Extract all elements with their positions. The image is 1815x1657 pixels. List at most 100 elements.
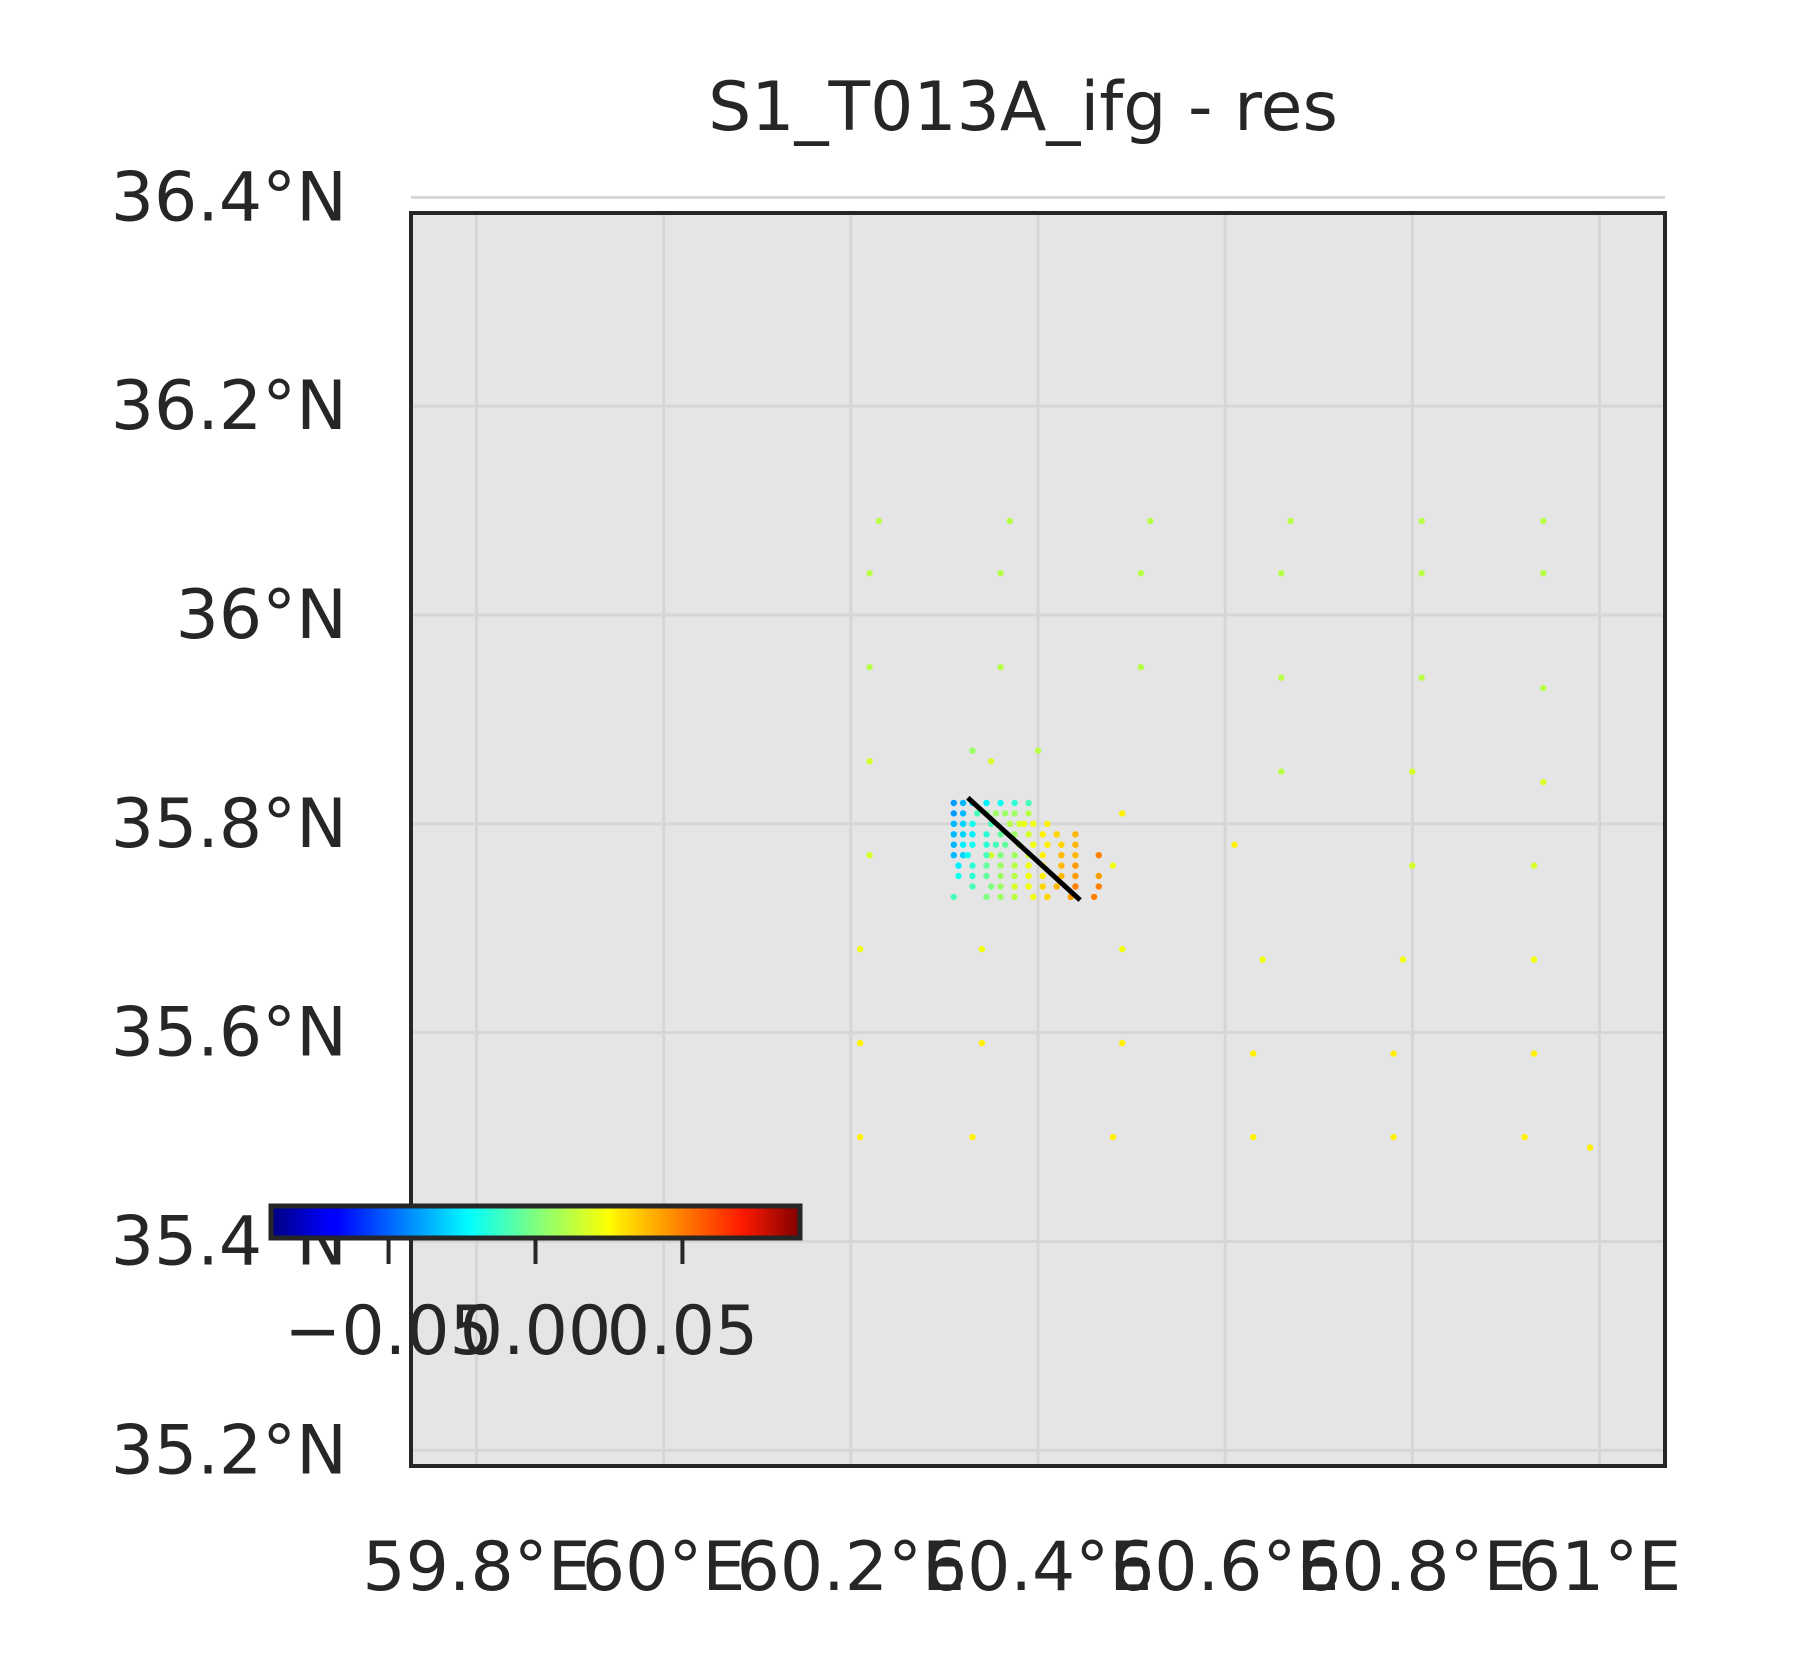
data-point <box>1521 1133 1528 1141</box>
data-point <box>969 841 976 848</box>
data-point <box>959 820 967 827</box>
data-point <box>1044 841 1051 848</box>
data-point <box>1025 883 1032 890</box>
data-point <box>1025 862 1032 869</box>
data-point <box>857 1133 864 1141</box>
data-point <box>857 945 864 953</box>
data-point <box>1278 674 1285 681</box>
data-point <box>997 852 1004 859</box>
x-tick-label: 60.2°E <box>737 1528 965 1607</box>
data-point <box>959 799 967 807</box>
data-point <box>988 883 995 890</box>
data-point <box>1418 570 1425 577</box>
y-axis-ticks: 35.2°N35.4°N35.6°N35.8°N36°N36.2°N36.4°N <box>111 158 347 1490</box>
data-point <box>997 570 1004 577</box>
data-point <box>969 1133 976 1141</box>
data-point <box>997 883 1004 890</box>
data-point <box>974 810 981 817</box>
x-tick-label: 61°E <box>1518 1528 1682 1607</box>
data-point <box>1287 517 1294 525</box>
data-point <box>950 841 957 848</box>
data-point <box>1072 852 1079 859</box>
data-point <box>969 747 976 754</box>
data-point <box>1586 1144 1594 1151</box>
data-point <box>983 872 990 880</box>
chart-title: S1_T013A_ifg - res <box>708 68 1338 147</box>
y-tick-label: 35.2°N <box>111 1411 347 1490</box>
data-point <box>1053 831 1060 838</box>
data-point <box>950 820 957 827</box>
data-point <box>1231 841 1238 848</box>
data-point <box>1090 893 1098 901</box>
y-tick-label: 36°N <box>176 576 347 655</box>
data-point <box>1540 570 1547 577</box>
data-point <box>950 799 957 807</box>
data-point <box>1016 820 1023 827</box>
data-point <box>1039 872 1046 880</box>
data-point <box>1058 841 1065 848</box>
data-point <box>1025 810 1032 817</box>
data-point <box>1540 684 1547 692</box>
data-point <box>1072 841 1079 848</box>
data-point <box>1540 517 1547 525</box>
data-point <box>1095 883 1103 890</box>
data-point <box>1530 1050 1538 1057</box>
data-point <box>866 758 873 765</box>
data-point <box>983 799 990 807</box>
data-point <box>1072 872 1079 880</box>
data-point <box>1011 799 1018 807</box>
x-tick-label: 60.8°E <box>1298 1528 1526 1607</box>
data-point <box>1095 872 1103 880</box>
data-point <box>969 883 976 890</box>
colorbar-gradient <box>268 1203 803 1241</box>
data-point <box>983 893 990 901</box>
data-point <box>1011 852 1018 859</box>
data-point <box>1137 664 1145 671</box>
data-point <box>1039 831 1046 838</box>
x-tick-label: 60.4°E <box>924 1528 1152 1607</box>
data-point <box>1030 820 1037 827</box>
data-point <box>950 810 957 817</box>
data-point <box>1020 820 1028 827</box>
data-point <box>1418 517 1425 525</box>
data-point <box>959 841 967 848</box>
data-point <box>1030 893 1037 901</box>
data-point <box>1011 893 1018 901</box>
data-point <box>969 862 976 869</box>
data-point <box>1147 517 1154 525</box>
data-point <box>1053 883 1060 890</box>
data-point <box>1072 831 1079 838</box>
data-point <box>969 872 976 880</box>
data-points <box>857 517 1594 1151</box>
data-point <box>1011 883 1018 890</box>
x-tick-label: 60.6°E <box>1111 1528 1339 1607</box>
data-point <box>1044 820 1051 827</box>
data-point <box>866 664 873 671</box>
data-point <box>950 852 957 859</box>
data-point <box>1137 570 1145 577</box>
data-point <box>1011 872 1018 880</box>
data-point <box>950 893 957 901</box>
y-tick-label: 35.8°N <box>111 785 347 864</box>
data-point <box>1025 799 1032 807</box>
data-point <box>1530 956 1538 963</box>
data-point <box>1025 831 1032 838</box>
data-point <box>1034 747 1042 754</box>
data-point <box>1058 862 1065 869</box>
x-tick-label: 60°E <box>582 1528 746 1607</box>
data-point <box>1278 768 1285 775</box>
data-point <box>1278 570 1285 577</box>
data-point <box>1044 893 1051 901</box>
data-point <box>1002 841 1009 848</box>
data-point <box>1039 883 1046 890</box>
data-point <box>1119 945 1126 953</box>
data-point <box>1039 852 1046 859</box>
data-point <box>959 810 967 817</box>
data-point <box>1530 862 1538 869</box>
data-point <box>1002 810 1009 817</box>
data-point <box>950 831 957 838</box>
data-point <box>959 831 967 838</box>
data-point <box>1119 810 1126 817</box>
data-point <box>1011 862 1018 869</box>
